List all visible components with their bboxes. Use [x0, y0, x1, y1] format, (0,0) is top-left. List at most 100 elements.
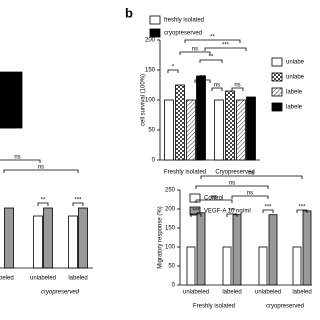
- y-tick-label: 0: [172, 283, 176, 289]
- significance-bracket: [195, 199, 233, 203]
- y-tick-label: 200: [165, 207, 176, 213]
- legend-swatch: [271, 87, 283, 97]
- bar: [68, 215, 78, 269]
- significance-label: ***: [228, 209, 236, 215]
- significance-label: **: [210, 35, 215, 41]
- x-tick-label: labeled: [0, 276, 14, 282]
- legend-swatch: [149, 15, 161, 25]
- group-label: cryopreserved: [41, 290, 80, 296]
- significance-label: ***: [298, 205, 306, 211]
- legend-swatch: [271, 72, 283, 82]
- group-label: cryopreserved: [266, 304, 304, 310]
- significance-label: ***: [74, 198, 82, 204]
- legend-label: labele: [286, 105, 303, 111]
- y-tick-label: 150: [145, 68, 156, 74]
- significance-bracket: [195, 185, 269, 189]
- significance-bracket: [37, 202, 49, 206]
- x-tick-label: unlabeled: [183, 290, 209, 296]
- bar: [302, 210, 312, 286]
- significance-bracket: [211, 87, 223, 91]
- bar: [232, 214, 242, 286]
- significance-bracket: [200, 175, 303, 179]
- legend-swatch: [271, 102, 283, 112]
- significance-bracket: [179, 51, 211, 55]
- legend-label: labele: [286, 90, 303, 96]
- significance-bracket: [194, 79, 211, 83]
- y-tick-label: 150: [165, 226, 176, 232]
- x-tick-label: labeled: [292, 290, 311, 296]
- x-tick-label: Cryopreserved: [215, 170, 254, 176]
- significance-label: ns: [199, 75, 205, 81]
- significance-bracket: [3, 169, 79, 173]
- y-axis-label: Migratory response (%): [158, 206, 164, 268]
- significance-bracket: [184, 39, 241, 43]
- legend-label: freshly isolated: [164, 18, 204, 24]
- legend-swatch: [271, 57, 283, 67]
- bar: [43, 207, 53, 269]
- legend-swatch: [189, 193, 201, 203]
- x-tick-label: labeled: [68, 276, 87, 282]
- x-tick-label: unlabeled: [30, 276, 56, 282]
- bar: [33, 215, 43, 269]
- x-tick-label: unlabeled: [255, 290, 281, 296]
- bar: [175, 84, 185, 161]
- bar: [268, 214, 278, 286]
- bar: [225, 90, 235, 161]
- significance-label: ***: [264, 205, 272, 211]
- bar: [78, 207, 88, 269]
- x-tick-label: Freshly isolated: [164, 170, 206, 176]
- significance-bracket: [167, 69, 179, 73]
- significance-label: ns: [247, 191, 253, 197]
- y-tick-label: 200: [145, 38, 156, 44]
- x-tick-label: labeled: [222, 290, 241, 296]
- bar: [236, 99, 246, 161]
- legend-swatch: [149, 28, 161, 38]
- significance-bracket: [226, 213, 238, 217]
- significance-bracket: [231, 195, 269, 199]
- bar: [0, 71, 23, 129]
- y-tick-label: 0: [152, 158, 156, 164]
- significance-label: ns: [234, 83, 240, 89]
- significance-label: ns: [211, 195, 217, 201]
- y-tick-label: 50: [168, 264, 175, 270]
- significance-label: **: [41, 198, 46, 204]
- legend-label: unlabe: [286, 75, 305, 81]
- bar: [196, 75, 206, 161]
- significance-bracket: [199, 59, 223, 63]
- y-tick-label: 50: [148, 128, 155, 134]
- y-tick-label: 100: [165, 245, 176, 251]
- legend-label: Control: [204, 196, 223, 202]
- y-axis-label: cell survival (100%): [141, 74, 147, 126]
- significance-label: ns: [192, 47, 198, 53]
- significance-label: *: [172, 65, 175, 71]
- bar: [196, 212, 206, 286]
- y-tick-label: 250: [165, 188, 176, 194]
- significance-label: **: [209, 55, 214, 61]
- bar: [164, 99, 174, 161]
- significance-label: ***: [192, 209, 200, 215]
- panel-label: b: [125, 5, 133, 20]
- bar: [258, 246, 268, 286]
- significance-bracket: [296, 209, 308, 213]
- bar: [186, 246, 196, 286]
- significance-label: ns: [14, 155, 20, 161]
- bar: [214, 99, 224, 161]
- legend-label: VEGF-A 10 ng/ml: [204, 209, 251, 215]
- legend-label: cryopreserved: [164, 31, 202, 37]
- significance-bracket: [262, 209, 274, 213]
- bar: [246, 96, 256, 161]
- legend-swatch: [189, 206, 201, 216]
- significance-bracket: [231, 87, 244, 91]
- significance-label: ***: [222, 43, 230, 49]
- significance-label: ns: [38, 165, 44, 171]
- significance-label: ns: [229, 181, 235, 187]
- significance-bracket: [204, 47, 247, 51]
- significance-bracket: [72, 202, 84, 206]
- legend-label: unlabe: [286, 60, 305, 66]
- bar: [292, 246, 302, 286]
- group-label: Freshly isolated: [193, 304, 235, 310]
- significance-label: ns: [214, 83, 220, 89]
- significance-bracket: [190, 213, 202, 217]
